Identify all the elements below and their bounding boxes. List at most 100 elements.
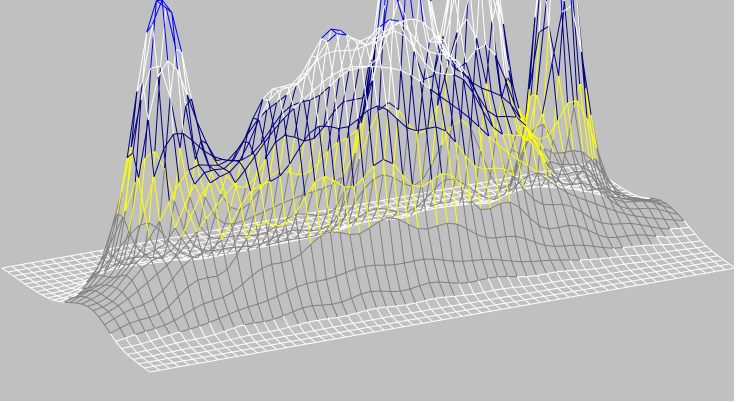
mesh-segment (252, 243, 263, 247)
mesh-segment (542, 204, 550, 230)
mesh-segment (207, 277, 214, 301)
mesh-segment (705, 270, 716, 274)
mesh-segment (323, 208, 334, 212)
mesh-segment (454, 294, 465, 297)
mesh-segment (136, 81, 144, 92)
mesh-segment (422, 21, 434, 32)
mesh-segment (171, 349, 182, 353)
mesh-segment (498, 22, 510, 71)
mesh-segment (192, 257, 198, 261)
mesh-segment (611, 185, 619, 195)
mesh-segment (206, 348, 217, 352)
mesh-segment (475, 44, 486, 51)
mesh-segment (199, 196, 207, 220)
mesh-segment (333, 212, 341, 228)
mesh-segment (502, 288, 510, 297)
mesh-segment (185, 338, 196, 342)
mesh-segment (40, 283, 51, 287)
mesh-segment (609, 199, 620, 207)
mesh-segment (515, 119, 526, 171)
mesh-segment (50, 257, 61, 260)
mesh-segment (308, 133, 316, 183)
mesh-segment (227, 148, 239, 161)
mesh-segment (499, 297, 506, 304)
mesh-segment (462, 261, 469, 283)
mesh-segment (455, 142, 462, 187)
mesh-segment (154, 363, 164, 367)
mesh-segment (130, 345, 138, 353)
mesh-segment (215, 206, 222, 240)
mesh-segment (387, 202, 398, 205)
mesh-segment (304, 138, 315, 142)
mesh-segment (192, 140, 200, 166)
mesh-segment (26, 268, 34, 273)
mesh-segment (199, 225, 210, 238)
mesh-segment (302, 172, 309, 196)
mesh-segment (169, 97, 181, 148)
mesh-segment (562, 204, 569, 226)
mesh-segment (151, 256, 162, 262)
mesh-segment (554, 246, 561, 261)
mesh-segment (648, 208, 655, 219)
mesh-segment (542, 281, 553, 285)
mesh-segment (172, 259, 183, 261)
mesh-segment (634, 261, 645, 264)
mesh-segment (65, 285, 72, 289)
mesh-segment (496, 116, 504, 135)
mesh-segment (265, 337, 276, 341)
mesh-segment (346, 34, 353, 68)
mesh-segment (202, 356, 209, 363)
mesh-segment (371, 66, 378, 106)
mesh-segment (188, 164, 199, 171)
mesh-segment (446, 313, 453, 319)
mesh-segment (685, 233, 696, 237)
mesh-segment (459, 0, 469, 31)
mesh-segment (168, 182, 180, 203)
mesh-segment (659, 265, 666, 271)
mesh-segment (402, 174, 413, 186)
mesh-segment (21, 264, 28, 269)
mesh-segment (509, 170, 516, 185)
mesh-segment (314, 328, 324, 332)
mesh-segment (281, 230, 292, 235)
mesh-segment (556, 186, 564, 205)
mesh-segment (395, 305, 403, 315)
mesh-segment (187, 234, 194, 240)
mesh-segment (336, 33, 347, 36)
mesh-segment (298, 321, 309, 326)
mesh-segment (322, 303, 333, 306)
mesh-segment (442, 259, 450, 283)
mesh-segment (31, 262, 38, 268)
mesh-segment (684, 266, 691, 272)
mesh-segment (331, 176, 343, 186)
mesh-segment (270, 344, 278, 350)
mesh-segment (101, 258, 111, 261)
mesh-segment (132, 357, 143, 360)
mesh-segment (472, 259, 483, 262)
mesh-segment (112, 301, 119, 307)
mesh-segment (36, 266, 43, 272)
mesh-segment (57, 272, 65, 278)
mesh-segment (502, 134, 509, 153)
mesh-segment (390, 291, 397, 307)
mesh-segment (397, 321, 404, 328)
mesh-segment (404, 260, 415, 264)
mesh-segment (139, 250, 147, 255)
mesh-segment (254, 156, 261, 185)
mesh-segment (371, 207, 378, 221)
mesh-segment (278, 86, 289, 92)
mesh-segment (694, 262, 705, 266)
mesh-segment (692, 252, 703, 255)
mesh-segment (271, 264, 278, 297)
mesh-segment (121, 348, 128, 355)
mesh-segment (138, 157, 146, 226)
mesh-segment (475, 186, 486, 190)
mesh-segment (410, 75, 417, 131)
mesh-segment (145, 254, 152, 262)
mesh-segment (407, 318, 418, 321)
mesh-segment (65, 282, 76, 287)
mesh-segment (186, 95, 194, 142)
mesh-segment (518, 294, 525, 301)
mesh-segment (337, 315, 348, 318)
mesh-segment (367, 207, 378, 212)
